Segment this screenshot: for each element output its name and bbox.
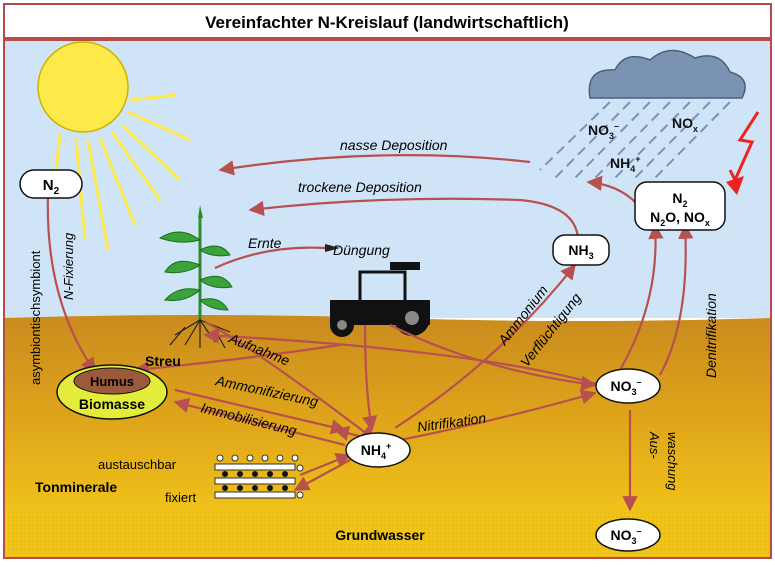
arrow-plant-nh4 — [204, 321, 377, 441]
arrow-immobilisierung — [173, 397, 346, 447]
trockene-deposition-label: trockene Deposition — [298, 179, 422, 195]
fixiert-label: fixiert — [165, 490, 196, 505]
lightning-icon — [728, 111, 760, 184]
arrow-ammonifizierung — [174, 388, 347, 435]
cloud-icon — [588, 49, 746, 99]
lightning-arrowhead — [726, 176, 744, 195]
waschung-label: waschung — [665, 432, 680, 491]
n-fixierung-label: N-Fixierung — [61, 232, 76, 300]
diagram-title: Vereinfachter N-Kreislauf (landwirtschaf… — [205, 13, 569, 32]
rain-nox-label: NOx — [672, 115, 698, 134]
tractor-icon — [330, 262, 430, 337]
process-arrows — [46, 154, 694, 512]
arrow-nitrifikation — [399, 389, 597, 442]
nasse-deposition-label: nasse Deposition — [340, 137, 448, 153]
arrow-streu — [133, 343, 341, 377]
svg-text:NH3: NH3 — [568, 242, 593, 261]
asymbiontisch-symbiont-label: asymbiontischsymbiont — [28, 250, 43, 385]
duengung-label: Düngung — [333, 242, 390, 258]
arrow-ernte-head — [325, 244, 340, 252]
node-nh3: NH3 — [552, 234, 610, 266]
aus-label: Aus- — [647, 431, 662, 459]
tonminerale-label: Tonminerale — [35, 479, 117, 495]
arrow-ammonium-volatilization — [394, 263, 576, 429]
denitrifikation-label: Denitrifikation — [703, 293, 719, 378]
arrow-clay-to-nh4 — [299, 452, 352, 477]
title-bar — [3, 3, 772, 39]
arrow-ernte — [214, 246, 326, 269]
rain-icon — [539, 101, 731, 179]
node-n2-left: N2 — [19, 169, 83, 199]
plant-icon — [158, 205, 233, 349]
rain-no3-label: NO3– — [588, 121, 619, 141]
arrow-duengung-nh4 — [362, 324, 378, 432]
node-n2-n2o-nox: N2 N2O, NOx — [634, 181, 726, 231]
node-no3-groundwater: NO3– — [595, 518, 661, 552]
svg-text:N2: N2 — [43, 177, 60, 197]
svg-text:N2O, NOx: N2O, NOx — [650, 209, 710, 228]
arrow-nasse-deposition — [218, 154, 531, 176]
arrow-n-fixierung — [46, 194, 96, 374]
arrow-nh4-to-fixed — [293, 459, 351, 491]
arrow-aufnahme — [203, 328, 601, 387]
streu-label: Streu — [145, 353, 181, 369]
clay-minerals-icon — [214, 454, 304, 499]
biomasse-label: Biomasse — [79, 396, 145, 412]
rain-nh4-label: NH4+ — [610, 154, 641, 174]
svg-text:NH4+: NH4+ — [361, 441, 392, 461]
austauschbar-label: austauschbar — [98, 457, 177, 472]
arrow-trockene-deposition — [248, 197, 580, 239]
ernte-label: Ernte — [248, 235, 282, 251]
node-nh4: NH4+ — [345, 432, 411, 468]
node-humus-biomasse: Humus Biomasse — [56, 364, 168, 420]
svg-text:N2: N2 — [672, 190, 687, 209]
humus-label: Humus — [90, 374, 134, 389]
sun-icon — [37, 41, 191, 251]
arrow-no3-to-gas — [619, 223, 664, 371]
svg-text:NO3–: NO3– — [610, 377, 641, 397]
grundwasser-label: Grundwasser — [335, 527, 425, 543]
node-no3-soil: NO3– — [595, 368, 661, 404]
rain-compounds: NO3– NOx NH4+ — [588, 115, 698, 174]
frame — [3, 39, 772, 559]
svg-text:NO3–: NO3– — [610, 526, 641, 546]
arrow-duengung-no3 — [389, 324, 597, 391]
arrow-denitrifikation — [659, 223, 694, 376]
